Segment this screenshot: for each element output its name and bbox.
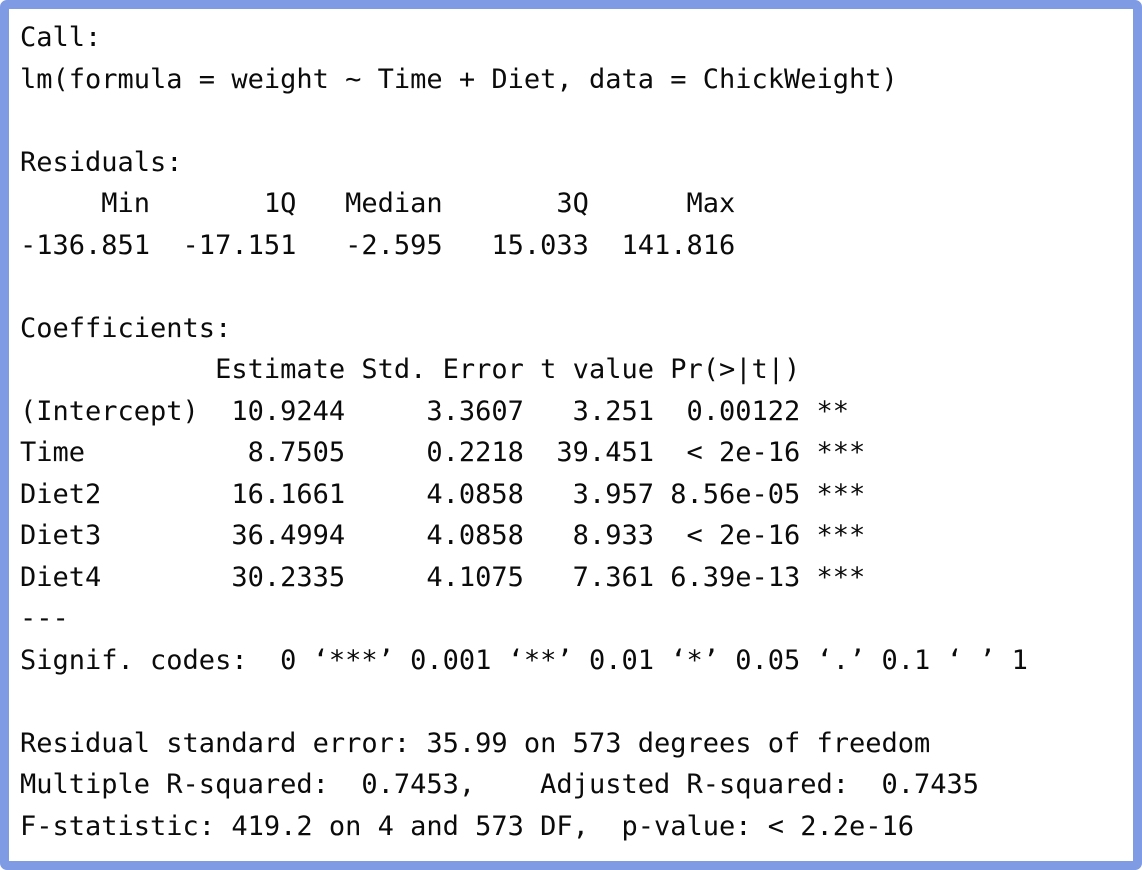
r-console-output: Call: lm(formula = weight ~ Time + Diet,… <box>20 22 1028 842</box>
